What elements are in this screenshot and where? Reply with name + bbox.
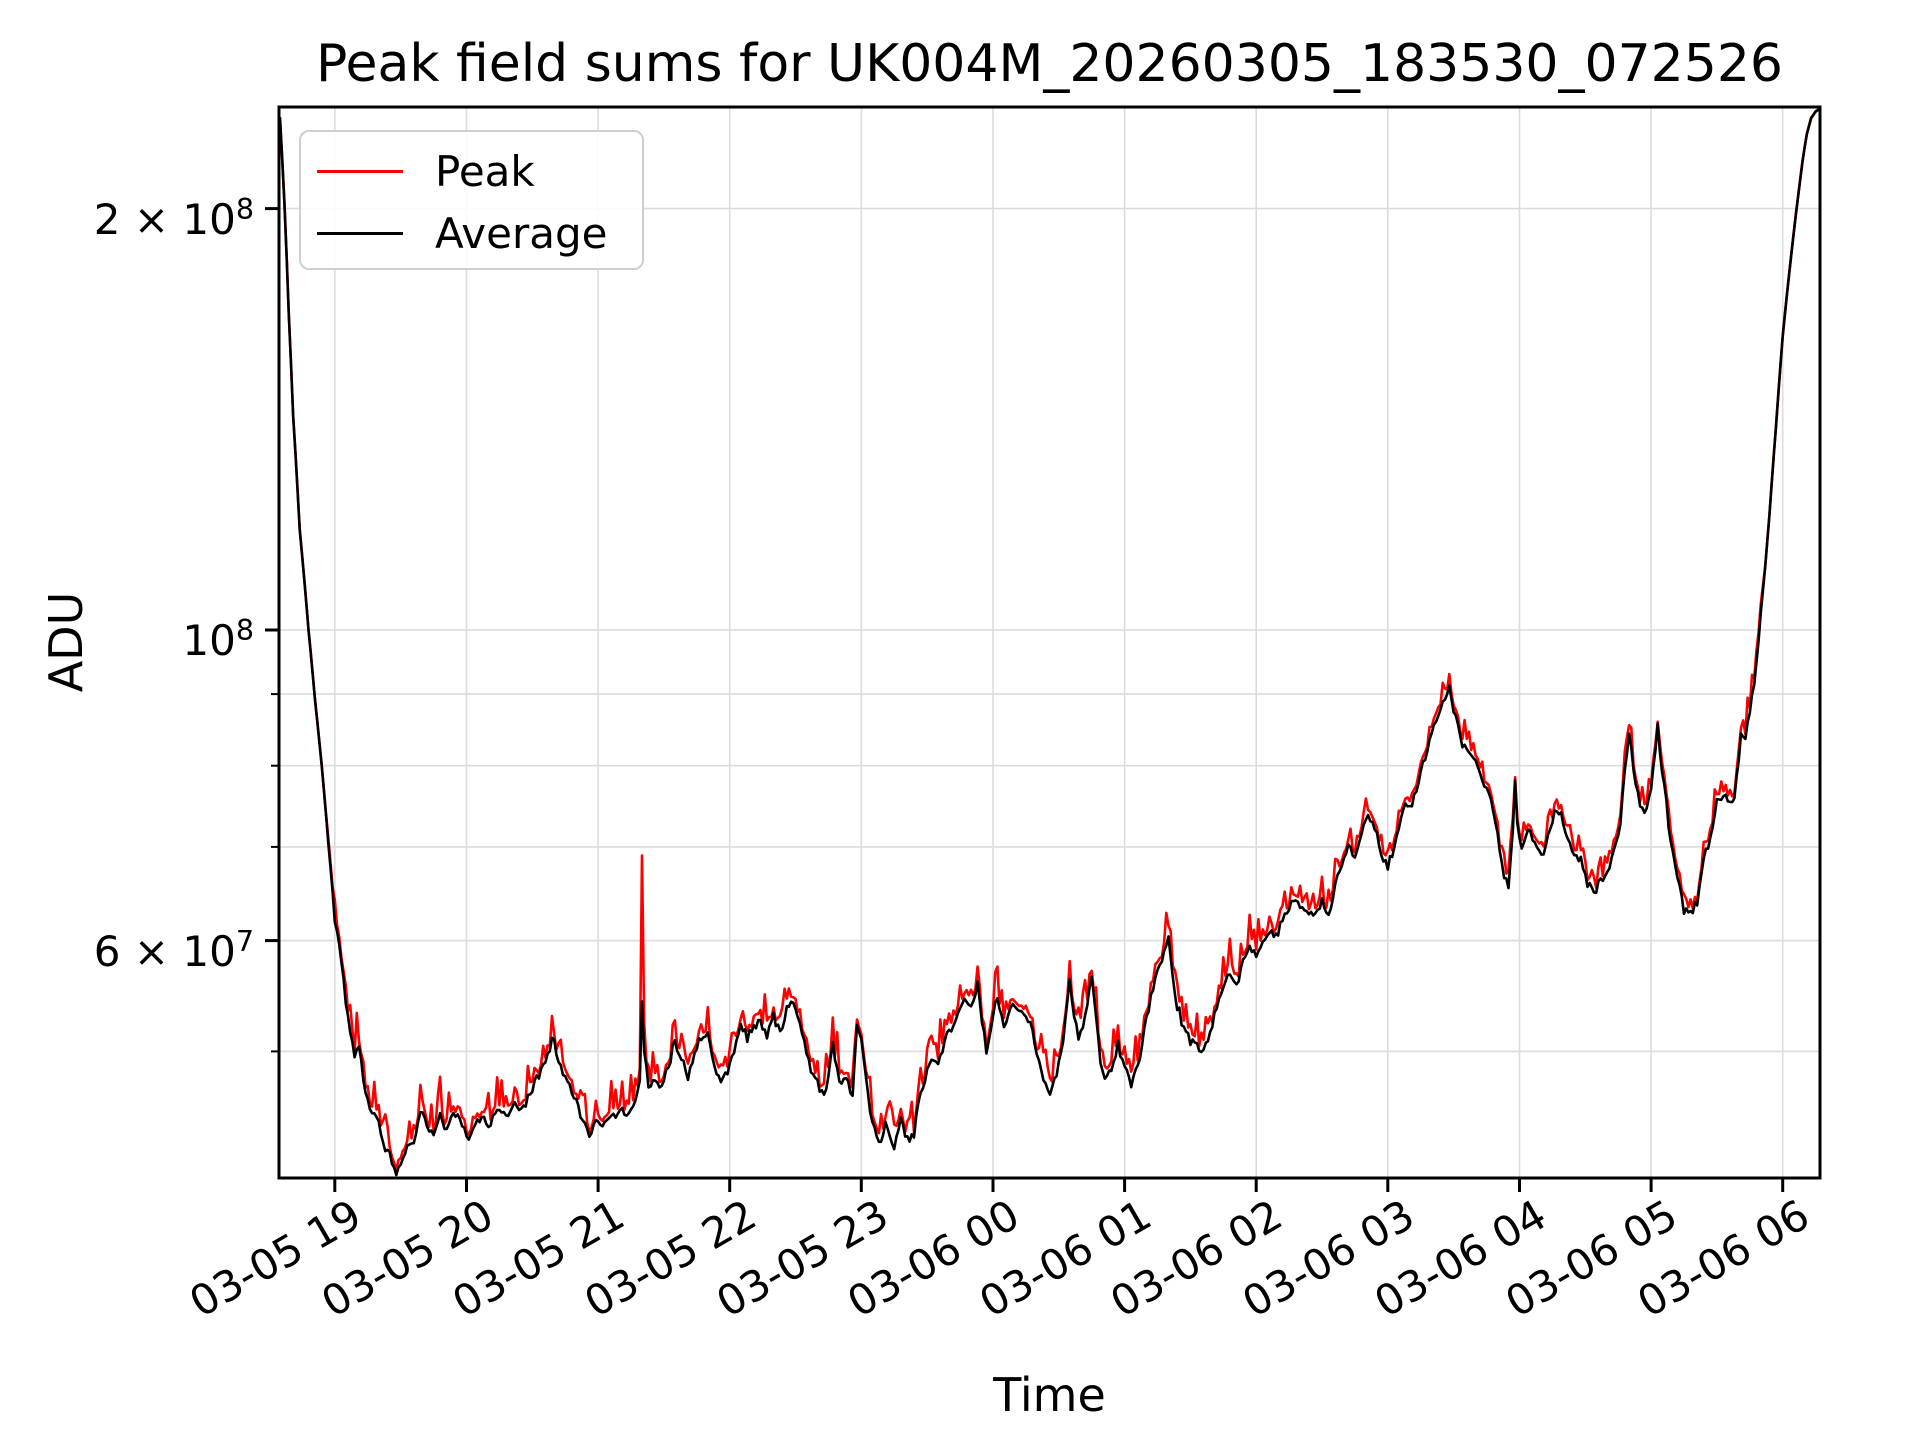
legend-entry-peak: Peak: [317, 140, 642, 202]
y-tick-label: 6 × 107: [93, 923, 254, 976]
legend: Peak Average: [299, 130, 644, 270]
legend-label-average: Average: [435, 208, 608, 258]
axes-spines: [277, 105, 1822, 1180]
legend-label-peak: Peak: [435, 146, 535, 196]
legend-entry-average: Average: [317, 202, 642, 264]
peak-line-swatch: [317, 169, 403, 173]
x-axis-label: Time: [993, 1368, 1106, 1422]
chart-title: Peak field sums for UK004M_20260305_1835…: [315, 34, 1784, 94]
peak-series-line: [279, 107, 1820, 1171]
y-tick-label: 108: [182, 613, 254, 665]
y-tick-label: 2 × 108: [93, 191, 254, 244]
average-line-swatch: [317, 231, 403, 235]
average-series-line: [279, 107, 1820, 1177]
